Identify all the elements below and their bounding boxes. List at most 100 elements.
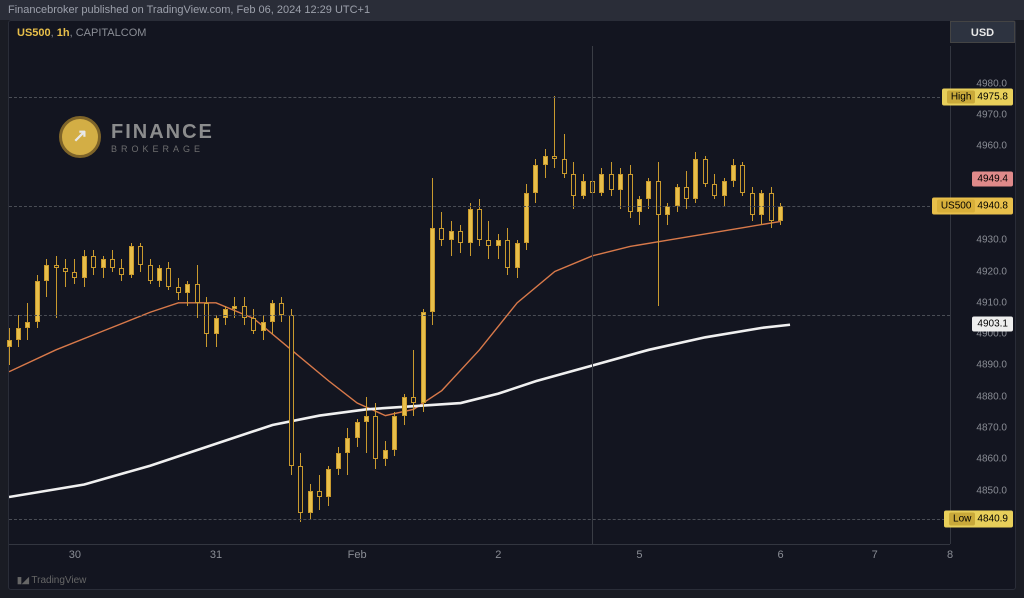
candle — [16, 46, 21, 544]
horizontal-line — [9, 315, 950, 316]
candle — [562, 46, 567, 544]
horizontal-line — [9, 97, 950, 98]
x-tick-label: 31 — [210, 549, 222, 561]
currency-header: USD — [950, 21, 1015, 43]
candle — [214, 46, 219, 544]
candle — [242, 46, 247, 544]
candle — [439, 46, 444, 544]
chart-container[interactable]: US500, 1h, CAPITALCOM USD FINANCE BROKER… — [8, 20, 1016, 590]
candle — [458, 46, 463, 544]
y-tick-label: 4890.0 — [976, 360, 1007, 371]
logo-main-text: FINANCE — [111, 121, 214, 144]
x-axis[interactable]: 30 31 Feb 2 5 6 7 8 — [9, 544, 950, 569]
candle — [486, 46, 491, 544]
price-marker: High4975.8 — [942, 88, 1013, 105]
tradingview-footer: ▮◢ TradingView — [17, 575, 86, 586]
candle — [298, 46, 303, 544]
candle — [392, 46, 397, 544]
candle — [468, 46, 473, 544]
candle — [251, 46, 256, 544]
y-tick-label: 4930.0 — [976, 235, 1007, 246]
candle — [7, 46, 12, 544]
y-tick-label: 4860.0 — [976, 454, 1007, 465]
logo-icon — [59, 116, 101, 158]
candle — [411, 46, 416, 544]
candle — [552, 46, 557, 544]
candle — [477, 46, 482, 544]
candle — [646, 46, 651, 544]
candle — [581, 46, 586, 544]
x-tick-label: 2 — [495, 549, 501, 561]
y-tick-label: 4920.0 — [976, 266, 1007, 277]
candle — [722, 46, 727, 544]
candle — [609, 46, 614, 544]
candle — [693, 46, 698, 544]
candle — [421, 46, 426, 544]
y-tick-label: 4970.0 — [976, 109, 1007, 120]
finance-brokerage-logo: FINANCE BROKERAGE — [59, 116, 214, 158]
logo-sub-text: BROKERAGE — [111, 144, 214, 154]
candle — [599, 46, 604, 544]
ticker-symbol: US500 — [17, 27, 51, 39]
candle — [279, 46, 284, 544]
candle — [628, 46, 633, 544]
publisher-bar: Financebroker published on TradingView.c… — [0, 0, 1024, 20]
candle — [543, 46, 548, 544]
plot-area[interactable]: FINANCE BROKERAGE — [9, 46, 950, 544]
candle — [383, 46, 388, 544]
price-marker: Low4840.9 — [944, 511, 1013, 528]
price-marker: 4949.4 — [972, 172, 1013, 187]
x-tick-label: Feb — [348, 549, 367, 561]
candle — [665, 46, 670, 544]
y-tick-label: 4960.0 — [976, 141, 1007, 152]
candle — [731, 46, 736, 544]
candle — [44, 46, 49, 544]
candle — [364, 46, 369, 544]
x-tick-label: 7 — [872, 549, 878, 561]
candle — [430, 46, 435, 544]
x-tick-label: 8 — [947, 549, 953, 561]
candle — [54, 46, 59, 544]
candle — [402, 46, 407, 544]
candle — [618, 46, 623, 544]
y-tick-label: 4850.0 — [976, 485, 1007, 496]
y-tick-label: 4870.0 — [976, 423, 1007, 434]
horizontal-line — [9, 519, 950, 520]
candle — [261, 46, 266, 544]
candle — [533, 46, 538, 544]
candle — [270, 46, 275, 544]
candle — [449, 46, 454, 544]
candle — [740, 46, 745, 544]
candle — [25, 46, 30, 544]
x-tick-label: 30 — [69, 549, 81, 561]
candle — [326, 46, 331, 544]
y-axis[interactable]: 4850.04860.04870.04880.04890.04900.04910… — [950, 46, 1015, 544]
candle — [232, 46, 237, 544]
candle — [675, 46, 680, 544]
y-tick-label: 4880.0 — [976, 391, 1007, 402]
crosshair-vertical — [592, 46, 593, 544]
ticker-provider: CAPITALCOM — [76, 27, 147, 39]
candle — [505, 46, 510, 544]
candle — [684, 46, 689, 544]
candle — [524, 46, 529, 544]
x-tick-label: 5 — [636, 549, 642, 561]
price-marker: 4903.1 — [972, 317, 1013, 332]
x-tick-label: 6 — [778, 549, 784, 561]
candle — [336, 46, 341, 544]
candle — [355, 46, 360, 544]
candle — [769, 46, 774, 544]
candle — [317, 46, 322, 544]
candle — [750, 46, 755, 544]
candle — [345, 46, 350, 544]
candle — [515, 46, 520, 544]
candle — [496, 46, 501, 544]
publisher-text: Financebroker published on TradingView.c… — [8, 4, 370, 16]
candle — [223, 46, 228, 544]
candle — [289, 46, 294, 544]
ticker-interval: 1h — [57, 27, 70, 39]
candle — [308, 46, 313, 544]
price-marker: US5004940.8 — [932, 198, 1013, 215]
candle — [712, 46, 717, 544]
candle — [703, 46, 708, 544]
